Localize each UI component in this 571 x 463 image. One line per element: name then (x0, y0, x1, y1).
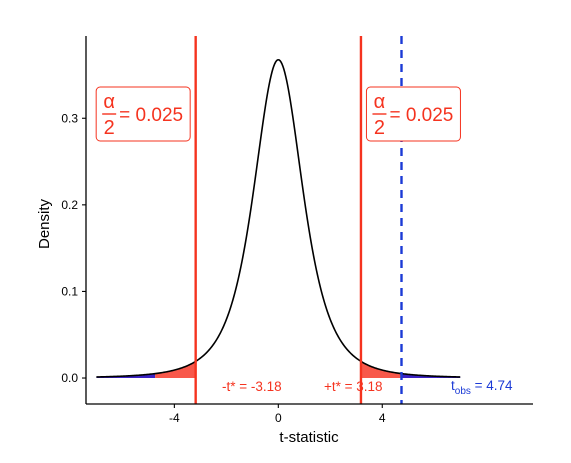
alpha-value: = 0.025 (389, 105, 453, 126)
y-tick-label: 0.3 (61, 111, 78, 125)
observed-label: tobs = 4.74 (451, 378, 513, 397)
lower-critical-label: -t* = -3.18 (222, 379, 282, 394)
y-axis-title: Density (36, 198, 53, 249)
shaded-region-1 (155, 361, 196, 379)
y-tick-label: 0.1 (61, 284, 78, 298)
x-axis-title: t-statistic (279, 429, 339, 446)
alpha-numerator: α (374, 91, 386, 113)
alpha-denominator: 2 (374, 117, 385, 139)
alpha-denominator: 2 (104, 117, 115, 139)
density-curve (96, 58, 461, 378)
upper-critical-label: +t* = 3.18 (324, 379, 383, 394)
alpha-box-frame (95, 86, 191, 142)
x-tick-label: -4 (169, 411, 180, 425)
alpha-box-0: α 2= 0.025 (95, 86, 191, 142)
observed-label-sub: obs (455, 386, 471, 397)
observed-label-value: = 4.74 (471, 378, 513, 393)
x-tick-label: 4 (379, 411, 386, 425)
axes: -4 0 4 0.0 0.1 0.2 0.3 (61, 36, 533, 425)
y-tick-label: 0.0 (61, 371, 78, 385)
curve-layer (96, 58, 461, 378)
x-tick-label: 0 (275, 411, 282, 425)
alpha-box-1: α 2= 0.025 (365, 86, 461, 142)
shaded-region-2 (360, 361, 402, 379)
alpha-value: = 0.025 (119, 105, 183, 126)
shaded-regions (96, 361, 461, 379)
observed-label-main: t (451, 378, 455, 393)
alpha-numerator: α (103, 91, 115, 113)
alpha-box-frame (365, 86, 461, 142)
y-tick-label: 0.2 (61, 198, 78, 212)
